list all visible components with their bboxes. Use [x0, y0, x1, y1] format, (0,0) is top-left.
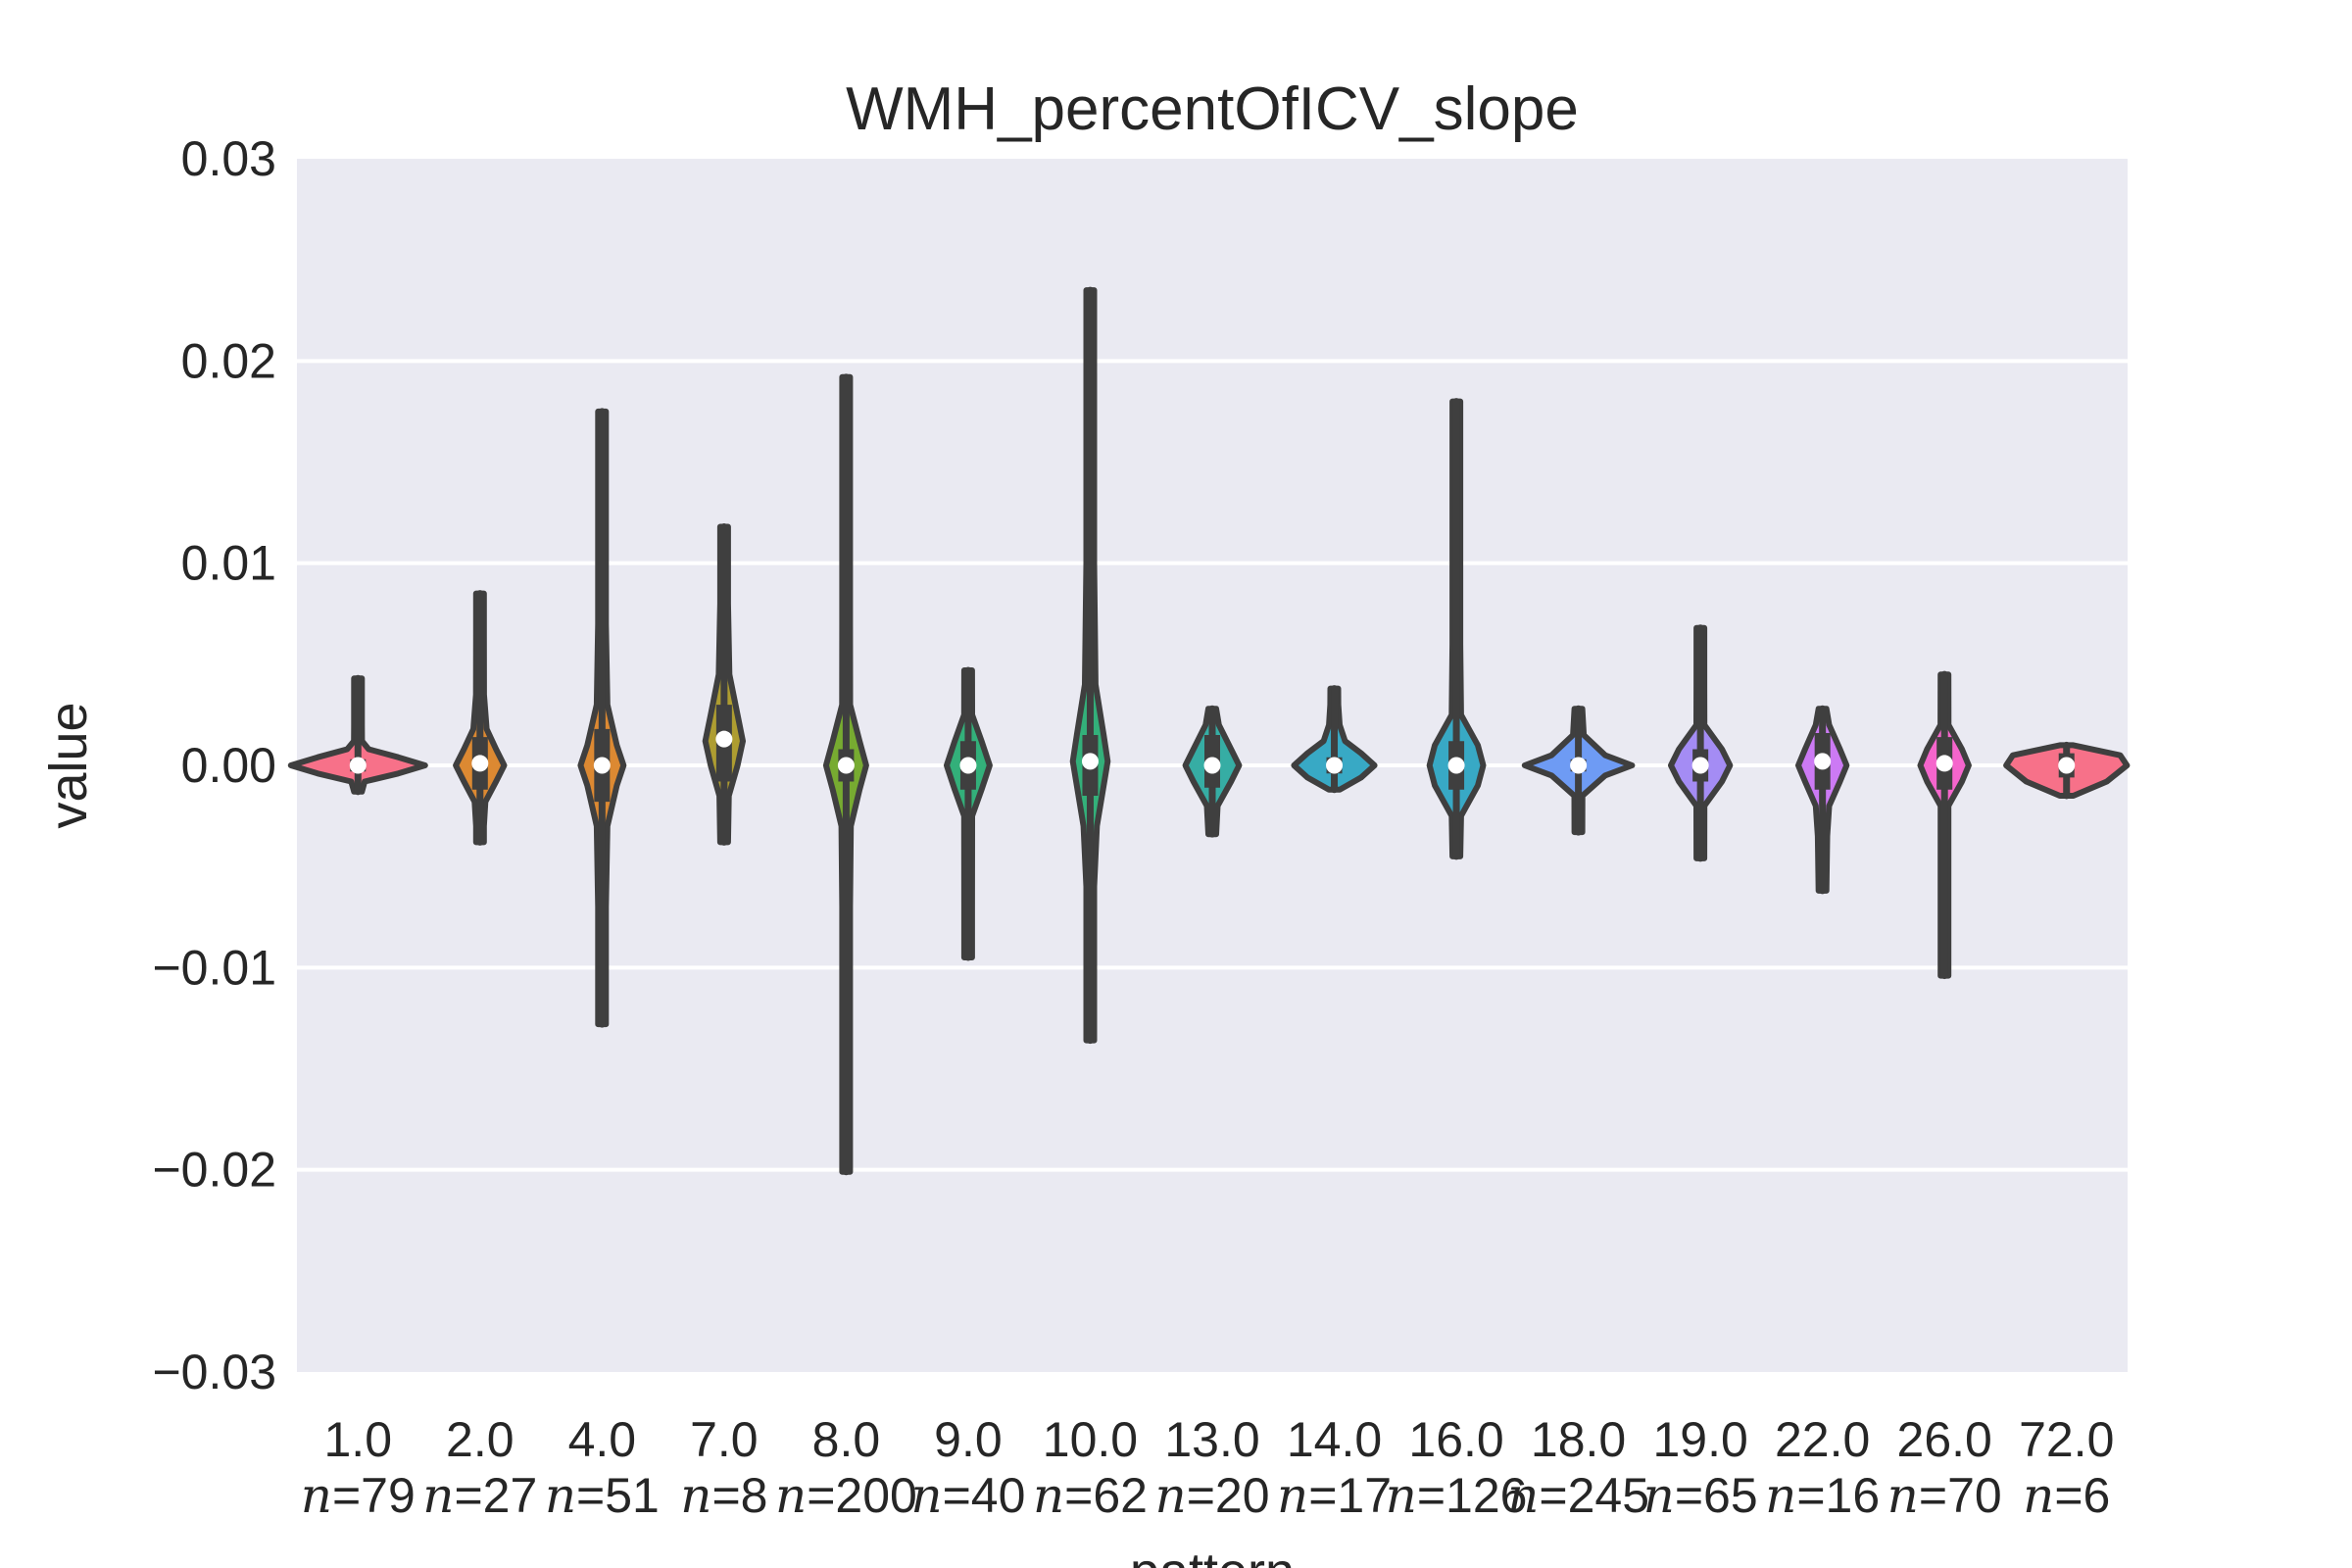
violin-16.0	[1426, 398, 1487, 860]
x-tick-label: 19.0	[1652, 1412, 1747, 1467]
violin-14.0	[1291, 685, 1378, 794]
violin-median	[1081, 753, 1099, 770]
violin-median	[837, 757, 855, 774]
violin-2.0	[453, 590, 508, 846]
violin-median	[471, 755, 489, 772]
x-tick-label: 16.0	[1408, 1412, 1503, 1467]
y-tick-label: −0.01	[152, 940, 276, 995]
violin-median	[1814, 753, 1832, 770]
y-tick-label: −0.02	[152, 1143, 276, 1198]
violin-9.0	[944, 666, 993, 961]
x-axis-label: pattern	[1130, 1543, 1295, 1568]
y-tick-label: 0.01	[181, 536, 276, 591]
n-count-label: n=27	[422, 1467, 537, 1524]
y-tick-label: 0.00	[181, 738, 276, 793]
violin-4.0	[577, 408, 627, 1028]
n-count-label: n=51	[545, 1467, 660, 1524]
violin-median	[1570, 757, 1588, 774]
n-count-label: n=245	[1507, 1467, 1649, 1524]
violin-26.0	[1917, 670, 1972, 980]
x-tick-label: 72.0	[2019, 1412, 2114, 1467]
x-tick-label: 9.0	[934, 1412, 1003, 1467]
violins	[287, 286, 2131, 1176]
violin-median	[715, 730, 733, 748]
n-count-label: n=40	[910, 1467, 1025, 1524]
violin-median	[593, 757, 611, 774]
violin-1.0	[287, 674, 428, 796]
n-count-label: n=16	[1765, 1467, 1880, 1524]
n-count-label: n=6	[2023, 1467, 2110, 1524]
violin-7.0	[702, 523, 746, 846]
y-tick-label: 0.02	[181, 333, 276, 388]
y-axis-label: value	[39, 702, 98, 828]
x-tick-label: 8.0	[812, 1412, 881, 1467]
x-tick-label: 10.0	[1043, 1412, 1138, 1467]
x-tick-label: 13.0	[1164, 1412, 1259, 1467]
violin-median	[1203, 757, 1221, 774]
violin-median	[1326, 757, 1344, 774]
violin-median	[349, 757, 367, 774]
violin-median	[1691, 757, 1709, 774]
n-count-label: n=79	[301, 1467, 416, 1524]
x-tick-label: 1.0	[324, 1412, 393, 1467]
x-tick-labels: 1.0n=792.0n=274.0n=517.0n=88.0n=2009.0n=…	[301, 1412, 2115, 1524]
violin-22.0	[1795, 705, 1850, 895]
x-tick-label: 22.0	[1775, 1412, 1870, 1467]
n-count-label: n=8	[680, 1467, 767, 1524]
y-tick-label: 0.03	[181, 131, 276, 186]
n-count-label: n=17	[1277, 1467, 1392, 1524]
violin-median	[1447, 757, 1465, 774]
x-tick-label: 18.0	[1531, 1412, 1626, 1467]
x-tick-label: 26.0	[1897, 1412, 1992, 1467]
violin-18.0	[1521, 705, 1636, 836]
violin-19.0	[1668, 624, 1734, 862]
n-count-label: n=70	[1887, 1467, 2002, 1524]
violin-72.0	[2003, 741, 2131, 800]
violin-10.0	[1069, 286, 1111, 1045]
violin-13.0	[1182, 705, 1243, 838]
y-tick-labels: 0.03 0.02 0.01 0.00 −0.01 −0.02 −0.03	[152, 131, 276, 1399]
x-tick-label: 2.0	[446, 1412, 514, 1467]
n-count-label: n=65	[1643, 1467, 1758, 1524]
violin-median	[2058, 757, 2076, 774]
violin-8.0	[822, 373, 869, 1176]
x-tick-label: 14.0	[1287, 1412, 1382, 1467]
n-count-label: n=62	[1033, 1467, 1148, 1524]
x-tick-label: 4.0	[568, 1412, 637, 1467]
n-count-label: n=200	[775, 1467, 917, 1524]
chart-title: WMH_percentOfICV_slope	[846, 75, 1579, 143]
violin-median	[959, 757, 977, 774]
x-tick-label: 7.0	[690, 1412, 759, 1467]
y-tick-label: −0.03	[152, 1345, 276, 1399]
violin-median	[1936, 755, 1953, 772]
n-count-label: n=20	[1154, 1467, 1269, 1524]
n-count-label: n=126	[1386, 1467, 1528, 1524]
